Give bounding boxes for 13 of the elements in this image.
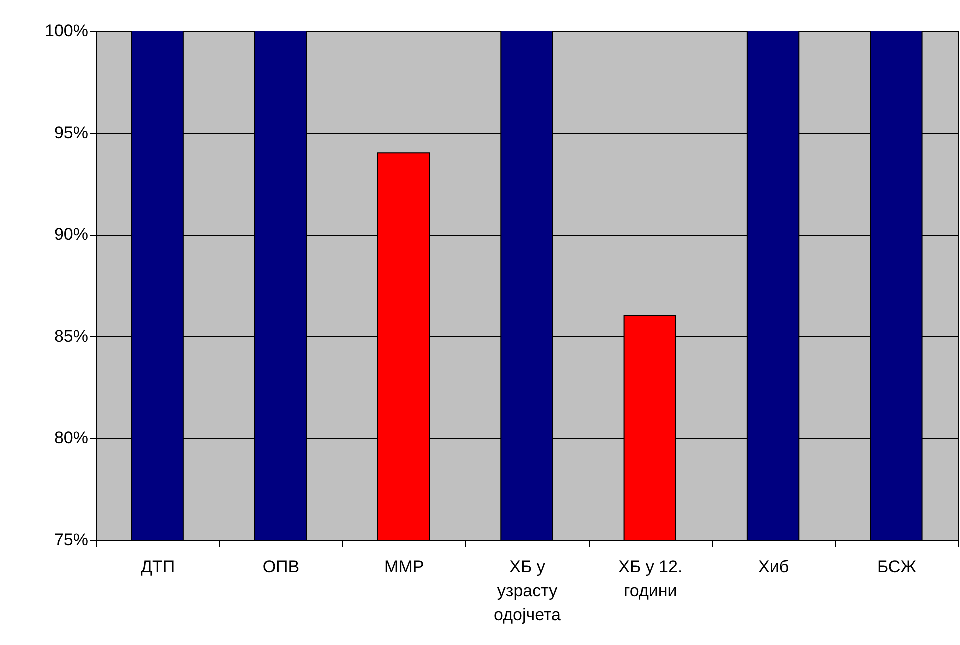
x-tick-label: Хиб [758,558,790,576]
x-tick-label: ДТП [141,558,176,576]
x-tick-label: БСЖ [877,558,917,576]
y-tick-label: 100% [45,22,88,40]
x-tick-label: ХБ у узрасту одојчета [494,558,562,624]
y-tick-label: 90% [54,225,88,244]
y-tick-label: 85% [54,326,88,346]
x-tick-label: ММР [384,558,424,576]
y-tick-label: 75% [54,530,88,550]
y-tick-label: 80% [54,428,88,448]
x-tick-label: ОПВ [262,558,300,576]
x-tick-label: ХБ у 12. години [618,558,683,600]
y-tick-label: 95% [54,123,88,142]
